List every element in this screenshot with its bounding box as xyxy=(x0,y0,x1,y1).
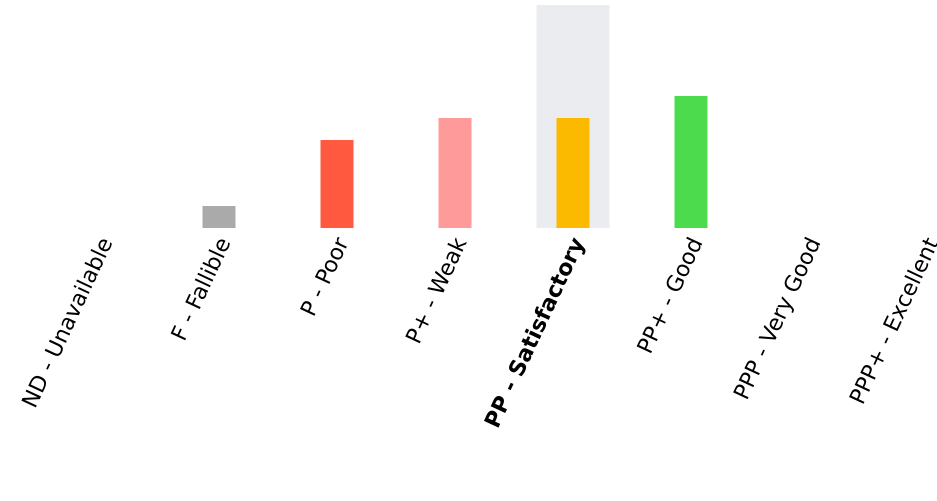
tick-label-ppp-very-good: PPP - Very Good xyxy=(730,234,827,404)
bar-p-poor xyxy=(320,140,354,228)
tick-label-ppp-excellent: PPP+ - Excellent xyxy=(845,234,937,409)
bar-pp-good xyxy=(674,96,708,228)
tick-label-nd-unavailable: ND - Unavailable xyxy=(18,234,119,412)
tick-label-pp-satisfactory: PP - Satisfactory xyxy=(480,234,590,432)
tick-label-p-poor: P - Poor xyxy=(296,233,354,320)
bar-f-fallible xyxy=(202,206,236,228)
tick-label-f-fallible: F - Fallible xyxy=(167,234,236,345)
tick-label-p-weak: P+ - Weak xyxy=(402,234,473,348)
bar-p-weak xyxy=(438,118,472,228)
bar-pp-satisfactory xyxy=(556,118,590,228)
tick-label-pp-good: PP+ - Good xyxy=(633,234,708,358)
